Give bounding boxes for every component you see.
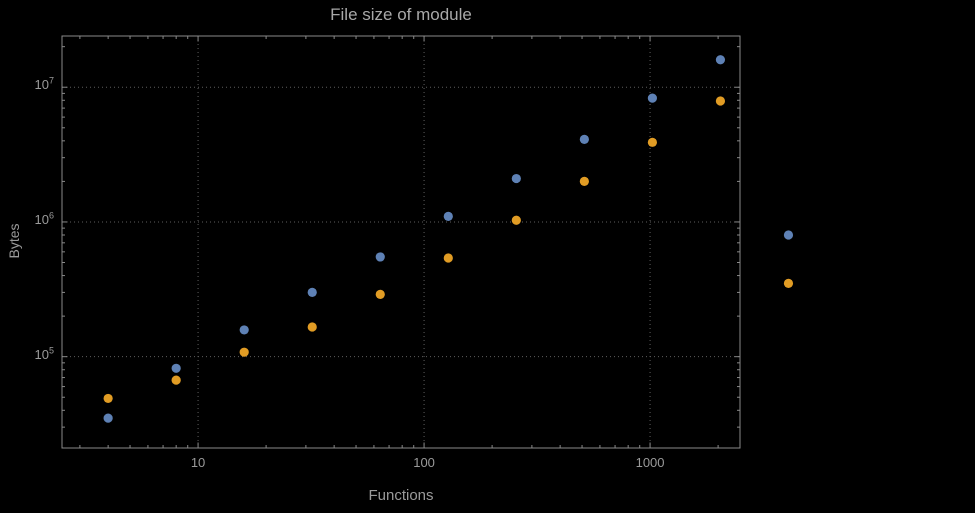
- x-axis-label: Functions: [368, 487, 434, 504]
- chart-title: File size of module: [330, 5, 472, 24]
